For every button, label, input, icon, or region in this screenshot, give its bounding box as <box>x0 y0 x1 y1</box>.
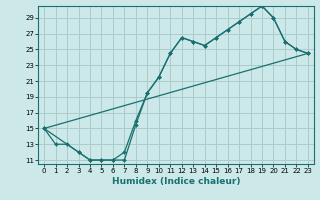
X-axis label: Humidex (Indice chaleur): Humidex (Indice chaleur) <box>112 177 240 186</box>
